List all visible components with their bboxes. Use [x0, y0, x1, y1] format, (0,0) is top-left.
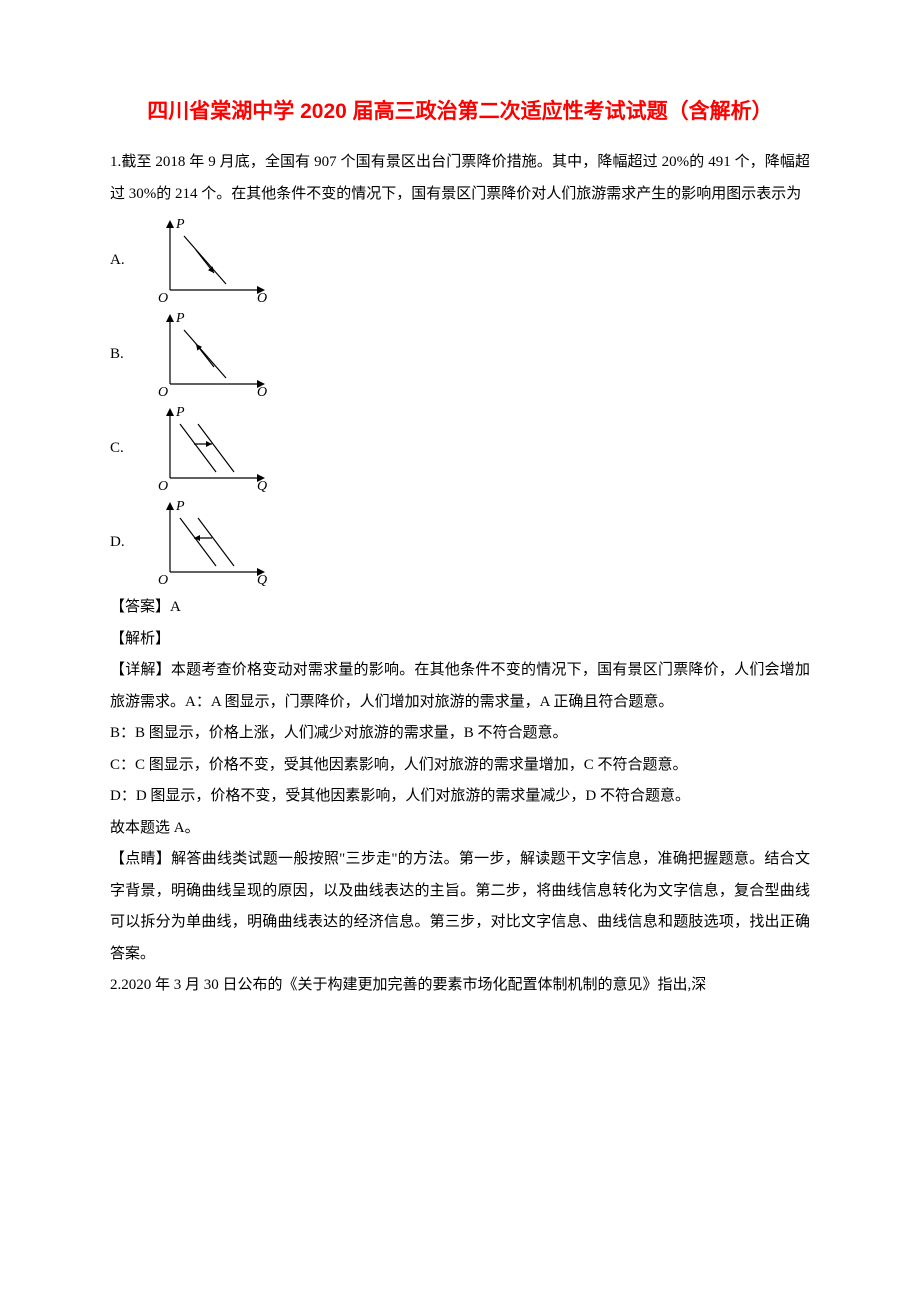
detail-b: B：B 图显示，价格上涨，人们减少对旅游的需求量，B 不符合题意。	[110, 718, 810, 750]
tip-text: 解答曲线类试题一般按照"三步走"的方法。第一步，解读题干文字信息，准确把握题意。…	[110, 851, 810, 962]
answer-label: 【答案】	[110, 599, 170, 615]
analysis-label: 【解析】	[110, 624, 810, 656]
svg-text:O: O	[158, 479, 168, 492]
svg-text:P: P	[175, 499, 185, 514]
q2-stem: 2.2020 年 3 月 30 日公布的《关于构建更加完善的要素市场化配置体制机…	[110, 970, 810, 1002]
demand-curve-graph: P O O	[146, 216, 271, 304]
option-row: C. P O Q	[110, 404, 810, 492]
page-title: 四川省棠湖中学 2020 届高三政治第二次适应性考试试题（含解析）	[110, 95, 810, 125]
tip: 【点睛】解答曲线类试题一般按照"三步走"的方法。第一步，解读题干文字信息，准确把…	[110, 844, 810, 970]
demand-curve-graph: P O O	[146, 310, 271, 398]
svg-text:P: P	[175, 405, 185, 420]
option-row: D. P O Q	[110, 498, 810, 586]
option-row: A. P O O	[110, 216, 810, 304]
svg-text:P: P	[175, 217, 185, 232]
demand-curve-graph: P O Q	[146, 404, 271, 492]
svg-text:O: O	[158, 385, 168, 398]
option-letter: C.	[110, 440, 128, 457]
option-letter: A.	[110, 252, 128, 269]
svg-text:O: O	[158, 573, 168, 586]
option-letter: D.	[110, 534, 128, 551]
svg-text:Q: Q	[257, 479, 267, 492]
detail-intro-text: 本题考查价格变动对需求量的影响。在其他条件不变的情况下，国有景区门票降价，人们会…	[110, 662, 810, 710]
detail-intro: 【详解】本题考查价格变动对需求量的影响。在其他条件不变的情况下，国有景区门票降价…	[110, 655, 810, 718]
svg-text:O: O	[158, 291, 168, 304]
conclusion: 故本题选 A。	[110, 813, 810, 845]
demand-curve-graph: P O Q	[146, 498, 271, 586]
svg-text:O: O	[257, 385, 267, 398]
options-container: A.POOB.POOC.POQD.POQ	[110, 216, 810, 586]
answer-line: 【答案】A	[110, 592, 810, 624]
q1-stem: 1.截至 2018 年 9 月底，全国有 907 个国有景区出台门票降价措施。其…	[110, 147, 810, 210]
svg-text:Q: Q	[257, 573, 267, 586]
detail-c: C：C 图显示，价格不变，受其他因素影响，人们对旅游的需求量增加，C 不符合题意…	[110, 750, 810, 782]
option-row: B. P O O	[110, 310, 810, 398]
svg-text:P: P	[175, 311, 185, 326]
detail-d: D：D 图显示，价格不变，受其他因素影响，人们对旅游的需求量减少，D 不符合题意…	[110, 781, 810, 813]
detail-label: 【详解】	[110, 662, 171, 678]
svg-text:O: O	[257, 291, 267, 304]
answer-value: A	[170, 599, 181, 615]
tip-label: 【点睛】	[110, 851, 171, 867]
option-letter: B.	[110, 346, 128, 363]
